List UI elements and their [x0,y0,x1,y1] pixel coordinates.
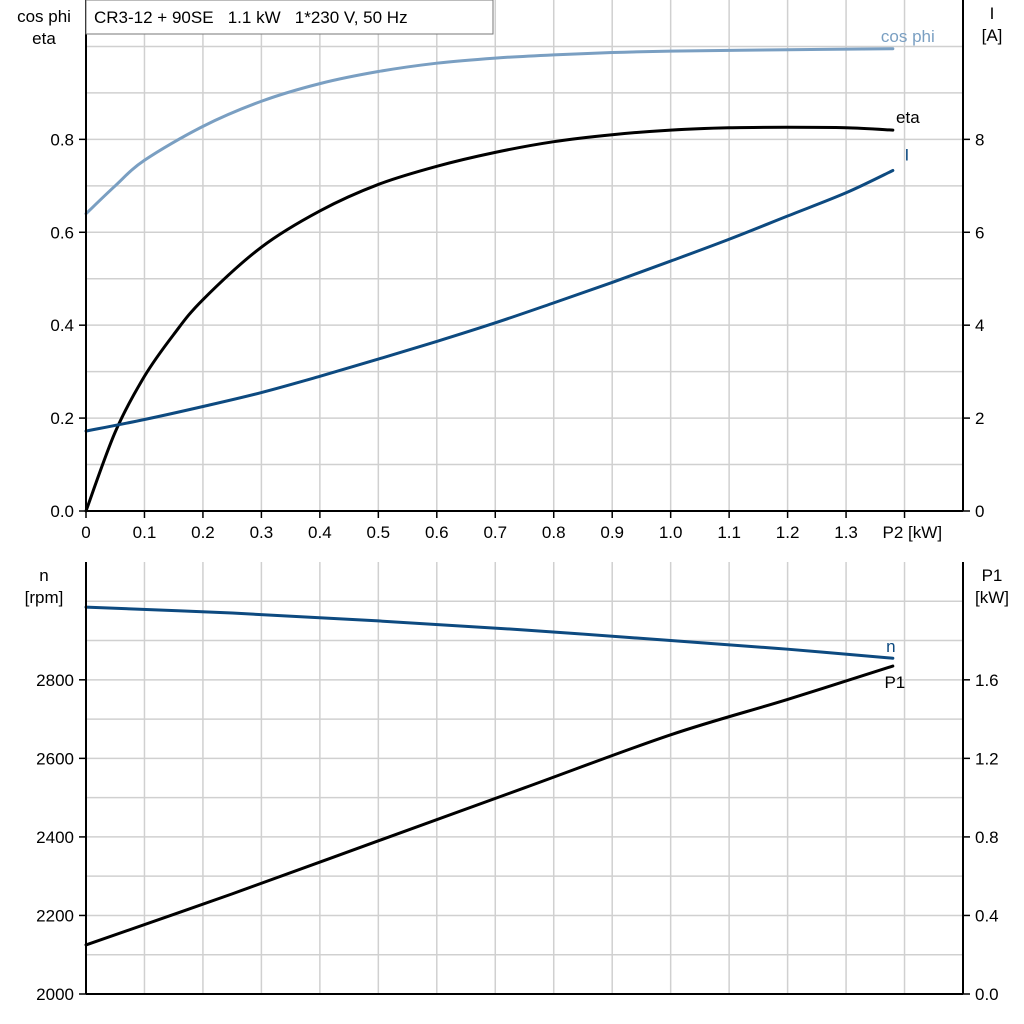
y-tick-label-left: 0.8 [50,130,74,149]
x-tick-label: 1.1 [717,523,741,542]
y-tick-label-right: 0.4 [975,906,999,925]
y-axis-label-right: P1 [982,566,1003,585]
title-box: CR3-12 + 90SE 1.1 kW 1*230 V, 50 Hz [85,0,494,35]
x-tick-label: 0.3 [250,523,274,542]
y-tick-label-right: 4 [975,316,984,335]
y-axis-label-right: [kW] [975,588,1009,607]
series-label-p1: P1 [884,673,905,692]
y-tick-label-right: 0.0 [975,985,999,1004]
series-label-n: n [886,637,895,656]
y-tick-label-right: 6 [975,223,984,242]
y-tick-label-left: 0.2 [50,409,74,428]
x-tick-label: 0.5 [367,523,391,542]
x-tick-label: 0.6 [425,523,449,542]
y-tick-label-right: 1.2 [975,749,999,768]
y-axis-label-left: cos phi [17,7,71,26]
y-tick-label-right: 2 [975,409,984,428]
series-label-eta: eta [896,108,920,127]
y-tick-label-right: 8 [975,130,984,149]
y-tick-label-left: 0.0 [50,502,74,521]
x-axis-label: P2 [kW] [883,523,943,542]
y-tick-label-left: 2200 [36,906,74,925]
series-label-cos-phi: cos phi [881,27,935,46]
x-tick-label: 0.2 [191,523,215,542]
y-tick-label-right: 0.8 [975,828,999,847]
x-tick-label: 0.7 [483,523,507,542]
series-line-i [84,168,895,433]
y-tick-label-left: 2000 [36,985,74,1004]
x-tick-label: 0.1 [133,523,157,542]
y-axis-label-right: I [990,4,995,23]
series-line-n [84,605,895,660]
chart-title: CR3-12 + 90SE 1.1 kW 1*230 V, 50 Hz [94,8,408,27]
y-tick-label-left: 2600 [36,749,74,768]
x-tick-label: 1.2 [776,523,800,542]
x-tick-label: 1.3 [834,523,858,542]
series-label-i: I [904,145,909,164]
y-tick-label-left: 2400 [36,828,74,847]
series-line-cos-phi [84,47,895,216]
x-tick-label: 0.8 [542,523,566,542]
y-axis-label-left: [rpm] [25,588,64,607]
y-axis-label-left: n [39,566,48,585]
y-tick-label-left: 0.4 [50,316,74,335]
series-line-p1 [84,664,895,947]
x-tick-label: 0 [81,523,90,542]
y-axis-label-right: [A] [982,26,1003,45]
x-tick-label: 1.0 [659,523,683,542]
x-tick-label: 0.4 [308,523,332,542]
y-tick-label-left: 0.6 [50,223,74,242]
y-tick-label-right: 0 [975,502,984,521]
y-tick-label-left: 2800 [36,671,74,690]
x-tick-label: 0.9 [600,523,624,542]
y-axis-label-left: eta [32,29,56,48]
y-tick-label-right: 1.6 [975,671,999,690]
series-line-eta [84,125,895,513]
